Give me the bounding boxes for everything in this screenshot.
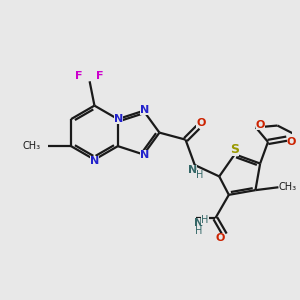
Text: H: H [196, 170, 203, 180]
Text: N: N [140, 151, 149, 160]
Text: N: N [194, 218, 203, 228]
Text: N: N [140, 105, 149, 115]
Text: H: H [201, 215, 209, 225]
Text: N: N [90, 156, 99, 166]
Text: O: O [256, 120, 265, 130]
Text: O: O [196, 118, 206, 128]
Text: CH₃: CH₃ [279, 182, 297, 192]
Text: F: F [97, 71, 104, 82]
Text: N: N [188, 165, 197, 175]
Text: N: N [114, 114, 123, 124]
Text: S: S [230, 143, 239, 156]
Text: F: F [75, 71, 83, 82]
Text: H: H [195, 226, 202, 236]
Text: O: O [287, 136, 296, 147]
Text: O: O [215, 232, 225, 242]
Text: CH₃: CH₃ [22, 141, 40, 151]
